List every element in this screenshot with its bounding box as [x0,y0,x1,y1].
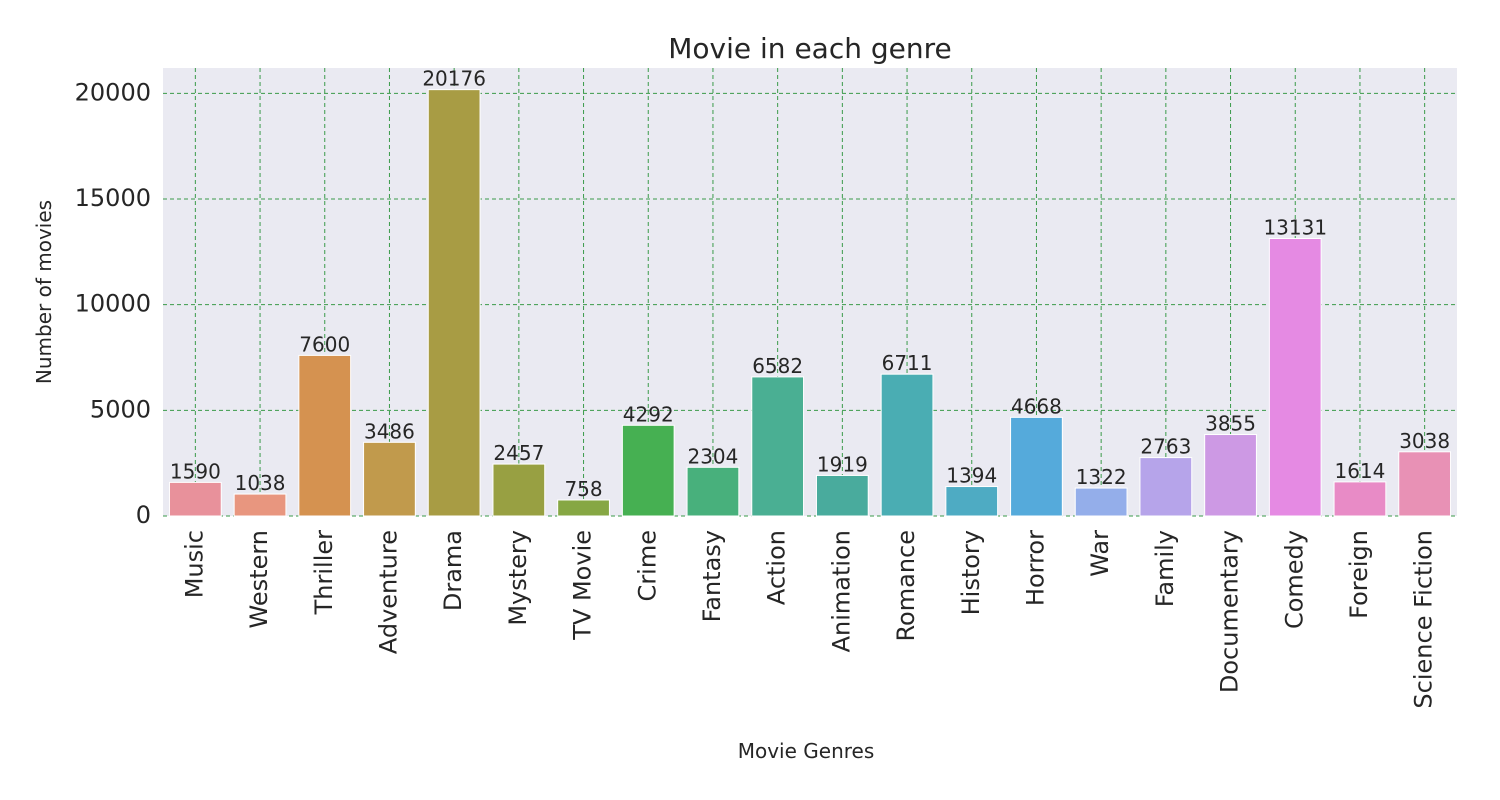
x-tick-label: Romance [892,530,920,642]
x-tick-label: War [1086,530,1114,577]
x-tick-label: TV Movie [569,530,597,641]
bar [1398,451,1452,517]
chart-title: Movie in each genre [668,32,952,65]
x-tick-label: Comedy [1280,530,1308,629]
data-label: 2457 [493,441,544,465]
bar [880,373,934,517]
bar [1074,487,1128,517]
x-tick-label: Crime [633,530,661,601]
x-tick-label: Science Fiction [1410,530,1438,709]
data-label: 6711 [882,351,933,375]
x-tick-label: Adventure [374,530,402,654]
bar [1139,457,1193,517]
x-tick-label: Thriller [310,530,338,616]
data-label: 3855 [1205,412,1256,436]
data-label: 758 [564,477,602,501]
y-tick-label: 10000 [75,290,151,318]
data-label: 2304 [687,444,738,468]
x-tick-label: Music [180,530,208,598]
y-tick-label: 5000 [90,395,151,423]
x-tick-label: Horror [1021,530,1049,606]
x-tick-label: History [957,530,985,615]
bar [1010,416,1063,517]
x-tick-label: Fantasy [698,530,726,622]
data-label: 6582 [752,354,803,378]
bar [1204,434,1257,517]
x-axis-ticks: Music Western Thriller Adventure Drama Myster… [180,530,1437,709]
plot-area [163,68,1457,516]
x-tick-label: Animation [827,530,855,652]
bar [815,474,869,517]
data-label: 7600 [299,332,350,356]
bar [686,466,740,517]
data-label: 1590 [170,459,221,483]
data-label: 4668 [1011,394,1062,418]
y-axis-ticks: 0 5000 10000 15000 20000 [75,78,151,529]
value-labels: 1590 1038 7600 3486 20176 2457 758 4292 2304 6582… [170,67,1450,501]
data-label: 1394 [946,464,997,488]
bar [621,424,675,517]
y-tick-label: 15000 [75,184,151,212]
data-label: 1322 [1076,465,1127,489]
data-label: 2763 [1140,435,1191,459]
y-axis-label: Number of movies [32,200,56,384]
data-label: 1614 [1334,459,1385,483]
y-tick-label: 0 [136,501,151,529]
data-label: 1919 [817,452,868,476]
data-label: 1038 [235,471,286,495]
x-tick-label: Mystery [504,530,532,626]
y-tick-label: 20000 [75,78,151,106]
x-tick-label: Documentary [1216,530,1244,693]
bar [168,481,222,517]
data-label: 4292 [623,402,674,426]
data-label: 3038 [1399,429,1450,453]
x-tick-label: Foreign [1345,530,1373,619]
bar [751,376,805,517]
bar [363,441,416,517]
x-tick-label: Family [1151,530,1179,607]
data-label: 3486 [364,419,415,443]
bar [1333,481,1387,517]
x-tick-label: Drama [439,530,467,611]
bar [945,486,999,517]
x-axis-label: Movie Genres [738,739,875,763]
bars [168,89,1452,517]
bar [1268,238,1322,517]
data-label: 13131 [1263,216,1327,240]
bar [427,89,481,517]
x-tick-label: Action [763,530,791,605]
bar [557,499,610,517]
bar [492,463,546,517]
data-label: 20176 [422,67,486,91]
x-tick-label: Western [245,530,273,628]
bar [233,493,287,517]
bar [298,354,352,517]
